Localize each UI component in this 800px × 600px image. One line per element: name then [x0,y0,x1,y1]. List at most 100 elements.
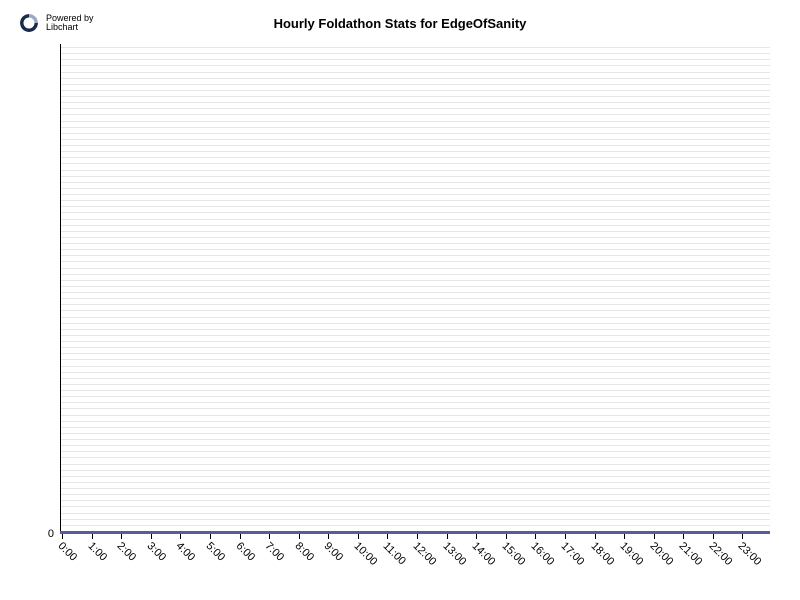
gridline [60,96,770,97]
x-tick-label: 12:00 [411,540,439,568]
gridline [60,139,770,140]
x-tick-mark [565,534,566,539]
gridline [60,525,770,526]
x-tick-label: 15:00 [499,540,527,568]
x-tick-mark [62,534,63,539]
gridline [60,151,770,152]
gridline [60,65,770,66]
gridline [60,121,770,122]
gridline [60,384,770,385]
x-tick-label: 8:00 [292,540,316,564]
x-tick-label: 14:00 [470,540,498,568]
gridline [60,366,770,367]
gridline [60,457,770,458]
gridline [60,114,770,115]
gridline [60,390,770,391]
x-tick-label: 9:00 [322,540,346,564]
gridline [60,108,770,109]
x-tick-mark [713,534,714,539]
gridline [60,243,770,244]
gridline [60,261,770,262]
x-tick-mark [417,534,418,539]
x-tick-mark [506,534,507,539]
x-tick-mark [299,534,300,539]
gridline [60,408,770,409]
gridline [60,231,770,232]
gridline [60,470,770,471]
x-tick-mark [180,534,181,539]
gridline [60,286,770,287]
gridline [60,353,770,354]
gridline [60,494,770,495]
gridline [60,206,770,207]
x-tick-label: 4:00 [174,540,198,564]
gridline [60,402,770,403]
x-tick-mark [240,534,241,539]
gridline [60,433,770,434]
x-tick-mark [210,534,211,539]
gridline [60,90,770,91]
gridline [60,304,770,305]
gridline [60,317,770,318]
gridline [60,102,770,103]
gridline [60,225,770,226]
gridline [60,59,770,60]
gridline [60,378,770,379]
x-tick-mark [535,534,536,539]
x-tick-label: 19:00 [618,540,646,568]
x-tick-label: 10:00 [351,540,379,568]
gridline [60,145,770,146]
x-tick-mark [742,534,743,539]
chart-title: Hourly Foldathon Stats for EdgeOfSanity [0,16,800,31]
x-tick-mark [269,534,270,539]
x-tick-mark [387,534,388,539]
gridline [60,219,770,220]
plot-inner [60,44,770,534]
x-tick-mark [447,534,448,539]
x-tick-mark [595,534,596,539]
x-tick-label: 23:00 [736,540,764,568]
gridline [60,237,770,238]
gridline [60,170,770,171]
gridline [60,53,770,54]
gridline [60,292,770,293]
x-tick-label: 22:00 [706,540,734,568]
x-tick-mark [151,534,152,539]
gridline [60,421,770,422]
gridline [60,347,770,348]
gridline [60,482,770,483]
gridline [60,445,770,446]
gridline [60,476,770,477]
y-tick-label: 0 [0,528,54,540]
gridline [60,47,770,48]
x-tick-label: 7:00 [263,540,287,564]
x-tick-label: 1:00 [85,540,109,564]
x-tick-mark [476,534,477,539]
gridline [60,200,770,201]
gridline [60,255,770,256]
x-tick-label: 0:00 [56,540,80,564]
gridline [60,359,770,360]
x-tick-mark [654,534,655,539]
gridline [60,127,770,128]
gridline [60,212,770,213]
gridline [60,133,770,134]
x-tick-label: 17:00 [558,540,586,568]
x-tick-label: 21:00 [677,540,705,568]
x-tick-label: 20:00 [647,540,675,568]
gridline [60,268,770,269]
gridline [60,506,770,507]
gridline [60,188,770,189]
gridline [60,323,770,324]
gridline [60,157,770,158]
x-tick-label: 11:00 [381,540,408,567]
x-tick-label: 3:00 [144,540,168,564]
x-tick-mark [121,534,122,539]
x-tick-label: 6:00 [233,540,257,564]
gridline [60,163,770,164]
gridline [60,500,770,501]
gridline [60,335,770,336]
gridline [60,415,770,416]
gridline [60,464,770,465]
x-tick-label: 16:00 [529,540,557,568]
